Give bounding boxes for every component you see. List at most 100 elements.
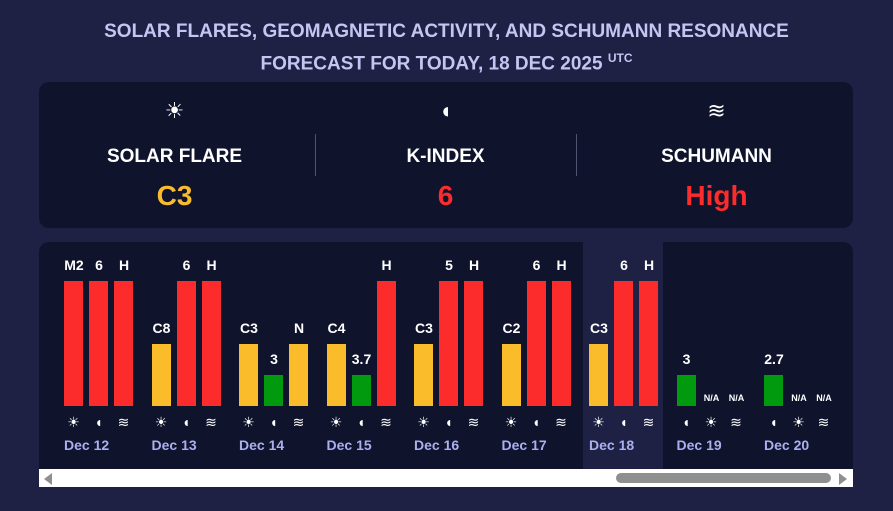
schumann-waves-icon: ≋ bbox=[117, 414, 130, 430]
bar-schumann[interactable] bbox=[551, 281, 571, 406]
bar-flare[interactable] bbox=[501, 344, 521, 406]
sun-icon: ☀ bbox=[154, 414, 168, 430]
bar-value-label: 3 bbox=[682, 351, 691, 367]
bar-k[interactable] bbox=[439, 281, 458, 406]
bar-value-label: H bbox=[118, 257, 130, 273]
bar-k[interactable] bbox=[526, 281, 546, 406]
summary-k-index: ◖ K-INDEX 6 bbox=[310, 82, 581, 228]
date-label: Dec 14 bbox=[239, 437, 285, 453]
bar-value-label: N/A bbox=[703, 393, 720, 403]
sun-icon: ☀ bbox=[242, 414, 255, 430]
bar-value-label: 2.7 bbox=[764, 351, 784, 367]
scroll-left-arrow-icon[interactable] bbox=[44, 473, 52, 485]
bar-k[interactable] bbox=[676, 375, 696, 406]
bar-schumann[interactable] bbox=[464, 281, 483, 406]
sun-icon: ☀ bbox=[792, 414, 805, 430]
magnet-icon: ◖ bbox=[356, 414, 366, 430]
bar-schumann[interactable] bbox=[639, 281, 658, 406]
today-summary-panel: ☀ SOLAR FLARE C3 ◖ K-INDEX 6 ≋ SCHUMANN … bbox=[39, 82, 853, 228]
forecast-chart[interactable]: H ≋ M2 ☀ 6 ◖ H ≋ Dec 12 C8 ☀ 6 ◖ H ≋ Dec 13 C3 ☀ 3 ◖ N ≋ Dec 1… bbox=[39, 242, 853, 487]
schumann-waves-icon: ≋ bbox=[707, 98, 726, 123]
sun-icon: ☀ bbox=[504, 414, 518, 430]
bar-value-label: 6 bbox=[95, 257, 103, 273]
date-label: Dec 13 bbox=[151, 437, 197, 453]
bar-schumann[interactable] bbox=[376, 281, 396, 406]
schumann-waves-icon: ≋ bbox=[817, 414, 830, 430]
date-label: Dec 20 bbox=[764, 437, 810, 453]
magnet-icon: ◖ bbox=[444, 414, 453, 430]
bar-value-label: H bbox=[206, 257, 217, 273]
magnet-icon: ◖ bbox=[181, 414, 191, 430]
sun-icon: ☀ bbox=[417, 414, 430, 430]
divider bbox=[315, 134, 316, 176]
sun-icon: ☀ bbox=[164, 98, 185, 123]
bar-value-label: H bbox=[556, 257, 567, 273]
bar-flare[interactable] bbox=[151, 344, 171, 406]
schumann-waves-icon: ≋ bbox=[380, 414, 392, 430]
date-label: Dec 17 bbox=[501, 437, 547, 453]
scroll-right-arrow-icon[interactable] bbox=[839, 473, 847, 485]
schumann-waves-icon: ≋ bbox=[555, 414, 567, 430]
bar-flare[interactable] bbox=[64, 281, 83, 406]
summary-value: High bbox=[685, 180, 748, 211]
bar-value-label: M2 bbox=[64, 257, 84, 273]
bar-value-label: C3 bbox=[415, 320, 433, 336]
title-line-1: SOLAR FLARES, GEOMAGNETIC ACTIVITY, AND … bbox=[104, 21, 789, 42]
bar-k[interactable] bbox=[264, 375, 283, 406]
bar-k[interactable] bbox=[176, 281, 196, 406]
summary-solar-flare: ☀ SOLAR FLARE C3 bbox=[39, 82, 310, 228]
schumann-waves-icon: ≋ bbox=[467, 414, 480, 430]
summary-schumann: ≋ SCHUMANN High bbox=[581, 82, 852, 228]
bar-value-label: C3 bbox=[590, 320, 608, 336]
bar-k[interactable] bbox=[89, 281, 108, 406]
bar-value-label: 6 bbox=[532, 257, 541, 273]
scrollbar-thumb[interactable] bbox=[616, 473, 831, 483]
bar-value-label: C2 bbox=[502, 320, 521, 336]
summary-label: SOLAR FLARE bbox=[106, 146, 243, 167]
bar-schumann[interactable] bbox=[114, 281, 133, 406]
bar-flare[interactable] bbox=[239, 344, 258, 406]
magnet-icon: ◖ bbox=[531, 414, 541, 430]
bar-k[interactable] bbox=[351, 375, 371, 406]
bar-value-label: H bbox=[468, 257, 480, 273]
bar-value-label: 5 bbox=[445, 257, 453, 273]
bar-schumann[interactable] bbox=[201, 281, 221, 406]
bar-value-label: N/A bbox=[816, 393, 832, 403]
bar-flare[interactable] bbox=[414, 344, 433, 406]
sun-icon: ☀ bbox=[704, 414, 718, 430]
schumann-waves-icon: ≋ bbox=[292, 414, 305, 430]
date-label: Dec 19 bbox=[676, 437, 722, 453]
bar-value-label: 6 bbox=[620, 257, 628, 273]
magnet-icon: ◖ bbox=[269, 414, 278, 430]
bar-value-label: N/A bbox=[791, 393, 807, 403]
bar-k[interactable] bbox=[614, 281, 633, 406]
schumann-waves-icon: ≋ bbox=[730, 414, 742, 430]
sun-icon: ☀ bbox=[329, 414, 343, 430]
magnet-icon: ◖ bbox=[94, 414, 103, 430]
bar-k[interactable] bbox=[764, 375, 783, 406]
sun-icon: ☀ bbox=[67, 414, 80, 430]
summary-label: K-INDEX bbox=[406, 146, 485, 167]
date-label: Dec 12 bbox=[64, 437, 110, 453]
page-title: SOLAR FLARES, GEOMAGNETIC ACTIVITY, AND … bbox=[0, 18, 893, 77]
bar-schumann[interactable] bbox=[289, 344, 308, 406]
divider bbox=[576, 134, 577, 176]
summary-value: C3 bbox=[156, 180, 193, 211]
bar-value-label: 3 bbox=[270, 351, 278, 367]
date-label: Dec 15 bbox=[326, 437, 372, 453]
bar-value-label: 3.7 bbox=[351, 351, 372, 367]
utc-label: UTC bbox=[607, 51, 633, 65]
summary-label: SCHUMANN bbox=[661, 146, 772, 167]
title-line-2: FORECAST FOR TODAY, 18 DEC 2025 bbox=[260, 53, 603, 75]
bar-value-label: N bbox=[293, 320, 305, 336]
bar-value-label: C3 bbox=[240, 320, 258, 336]
horizontal-scrollbar[interactable] bbox=[39, 469, 853, 487]
schumann-waves-icon: ≋ bbox=[642, 414, 655, 430]
magnet-icon: ◖ bbox=[438, 98, 453, 123]
bar-value-label: N/A bbox=[728, 393, 745, 403]
bar-flare[interactable] bbox=[589, 344, 608, 406]
bar-flare[interactable] bbox=[326, 344, 346, 406]
bar-value-label: C4 bbox=[327, 320, 346, 336]
magnet-icon: ◖ bbox=[681, 414, 691, 430]
bar-value-label: 6 bbox=[182, 257, 191, 273]
